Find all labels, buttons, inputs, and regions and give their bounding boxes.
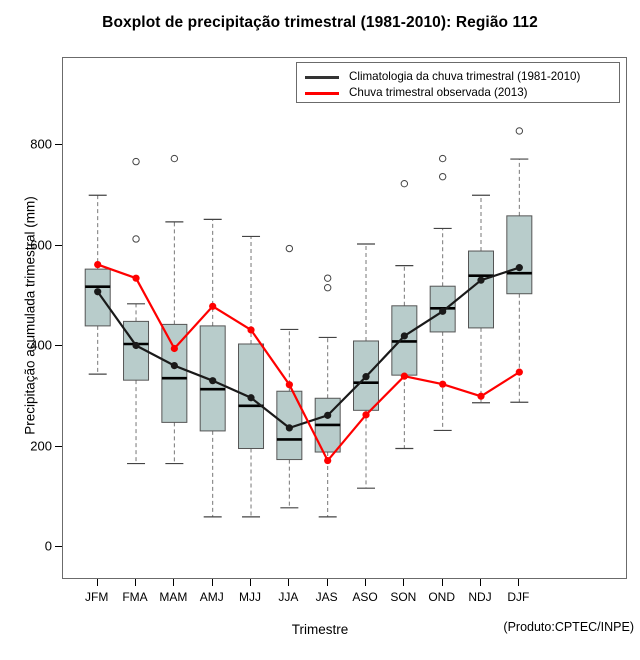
y-tick-mark [55,144,62,145]
y-tick-mark [55,244,62,246]
x-tick-mark [326,579,328,586]
boxplot-group [161,154,188,465]
series-point [94,288,102,296]
x-tick-label: JJA [278,590,299,604]
legend: Climatologia da chuva trimestral (1981-2… [296,62,620,103]
series-point [247,394,255,402]
x-tick-mark [518,579,520,586]
legend-label: Climatologia da chuva trimestral (1981-2… [349,70,581,83]
outlier-point [323,274,332,282]
outlier-point [323,284,332,292]
series-line [97,263,520,463]
series-point [362,411,370,419]
outlier-point [285,244,294,253]
y-tick-label: 0 [44,538,52,554]
x-tick-label: MJJ [239,590,262,604]
x-tick-mark [441,579,443,586]
series-point [209,302,217,310]
series-point [477,392,485,400]
outlier-point [400,179,409,188]
series-point [362,373,370,381]
outlier-point [515,127,524,135]
boxplot-group [199,218,226,518]
boxplot-group [123,157,150,465]
series-point [439,307,447,315]
legend-label: Chuva trimestral observada (2013) [349,86,528,99]
x-tick-mark [480,579,481,586]
y-tick-label: 200 [30,438,52,453]
series-point [324,411,332,419]
x-tick-mark [96,579,98,586]
x-tick-label: MAM [159,590,188,604]
series-point [515,264,523,272]
x-tick-label: SON [390,590,417,604]
boxplot-group [276,244,303,509]
y-axis-title: Precipitação acumulada trimestral (mm) [22,196,38,435]
series-line [96,266,520,430]
x-tick-label: AMJ [199,590,224,604]
x-tick-label: JFM [85,590,109,604]
boxplot-group [314,274,341,518]
series-point [285,381,293,389]
plot-area [62,57,627,579]
x-tick-label: DJF [507,590,530,604]
series-point [477,276,485,284]
boxplot-svg [84,127,533,518]
x-tick-label: FMA [122,590,148,604]
y-tick-label: 800 [30,136,52,152]
page-title: Boxplot de precipitação trimestral (1981… [102,14,538,31]
x-tick-label: ASO [352,590,378,604]
x-tick-label: OND [428,590,455,604]
series-point [209,377,217,385]
x-axis-title: Trimestre [291,622,349,637]
y-tick-mark [55,445,62,447]
outlier-point [438,154,447,163]
series-point [247,326,255,334]
x-tick-mark [135,579,137,586]
x-tick-mark [365,579,366,586]
outlier-point [170,154,179,163]
credit-note: (Produto:CPTEC/INPE) [503,620,634,634]
x-tick-label: NDJ [468,590,492,604]
box-iqr [506,215,533,295]
y-axis: 0 200 400 600 800 Precipitação acumulada trim… [0,0,62,660]
x-tick-mark [250,579,252,586]
outlier-point [132,235,140,243]
series-point [170,361,178,370]
y-tick-label: 600 [30,237,52,252]
series-point [324,456,332,465]
boxplot-group [429,154,456,432]
y-tick-mark [55,546,62,547]
series-point [170,344,178,353]
x-tick-label: JAS [315,590,338,604]
x-tick-mark [403,579,405,586]
series-point [439,380,447,388]
series-point [515,368,523,376]
series-point [132,341,140,350]
y-tick-mark [55,345,62,346]
series-point [94,260,102,269]
series-point [400,332,408,340]
legend-line-swatch [305,92,339,95]
boxplot-group [84,194,111,375]
x-tick-mark [173,579,175,586]
series-point [400,372,408,380]
boxplot-group [391,179,418,450]
outlier-point [438,172,447,181]
x-tick-mark [288,579,290,586]
series-point [285,424,293,432]
box-iqr [468,250,494,329]
series-point [132,274,140,282]
y-tick-label: 400 [30,337,52,353]
outlier-point [132,157,140,166]
x-tick-mark [211,579,213,586]
boxplot-group [238,235,265,518]
boxplot-group [506,127,533,403]
box-iqr [84,268,111,327]
legend-line-swatch [305,76,339,79]
boxplot-group [468,194,494,404]
